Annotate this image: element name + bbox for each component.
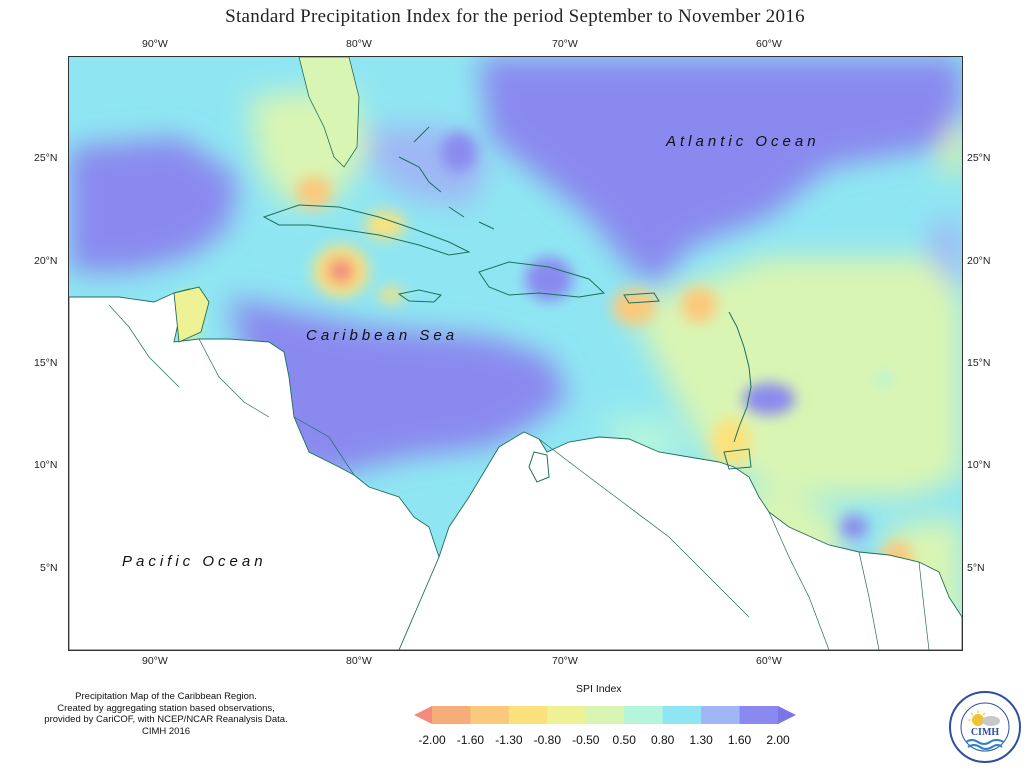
hispaniola [478,261,606,298]
left-lat-label: 25°N [34,152,58,164]
bottom-lon-label: 90°W [142,655,168,667]
trinidad [723,448,752,470]
top-lon-label: 70°W [552,38,578,50]
right-lat-label: 10°N [967,459,991,471]
pacific-ocean-label: Pacific Ocean [122,553,267,570]
legend-color-box [508,706,548,724]
top-lon-label: 90°W [142,38,168,50]
puerto-rico [623,292,660,304]
bottom-lon-label: 80°W [346,655,372,667]
bottom-lon-label: 70°W [552,655,578,667]
legend-color-box [662,706,702,724]
legend-title: SPI Index [576,683,622,695]
bahamas [398,126,495,230]
atlantic-ocean-label: Atlantic Ocean [666,133,820,150]
legend-arrow-low [414,706,432,724]
legend-arrow-high [778,706,796,724]
top-lon-label: 80°W [346,38,372,50]
spi-legend [414,706,796,724]
lake-maracaibo [528,451,550,483]
legend-tick-label: 1.30 [689,733,713,747]
cuba [262,204,471,256]
legend-tick-label: -0.80 [533,733,562,747]
legend-color-box [470,706,510,724]
country-borders [108,304,930,650]
right-lat-label: 15°N [967,357,991,369]
legend-tick-label: -2.00 [418,733,446,747]
right-lat-label: 5°N [967,562,985,574]
logo-text: CIMH [971,727,1000,738]
bottom-lon-label: 60°W [756,655,782,667]
legend-color-box [739,706,779,724]
legend-tick-label: -1.60 [456,733,485,747]
legend-tick-label: 0.50 [612,733,636,747]
left-lat-label: 5°N [40,562,58,574]
left-lat-label: 20°N [34,255,58,267]
left-lat-label: 10°N [34,459,58,471]
land-masses [69,57,962,650]
credit-line: Created by aggregating station based obs… [57,702,275,714]
map-credit: Precipitation Map of the Caribbean Regio… [36,691,296,737]
right-lat-label: 25°N [967,152,991,164]
cimh-logo: CIMH [948,690,1022,764]
legend-colorbar [414,706,796,724]
legend-tick-label: 2.00 [766,733,790,747]
legend-tick-label: -0.50 [572,733,600,747]
left-lat-label: 15°N [34,357,58,369]
south-america [398,431,962,650]
credit-line: CIMH 2016 [141,725,191,737]
yucatan [173,286,210,343]
lesser-antilles [728,311,752,443]
legend-color-box [585,706,625,724]
jamaica [397,289,442,303]
caribbean-sea-label: Caribbean Sea [306,327,459,344]
legend-tick-label: -1.30 [495,733,523,747]
credit-line: provided by CariCOF, with NCEP/NCAR Rean… [44,714,288,725]
legend-tick-label: 0.80 [650,733,675,747]
legend-color-box [547,706,587,724]
right-lat-label: 20°N [967,255,991,267]
legend-color-box [432,706,471,724]
spi-dry-spots [179,132,913,584]
top-lon-label: 60°W [756,38,782,50]
spi-map-canvas [69,57,962,650]
spi-map: Atlantic Ocean Caribbean Sea Pacific Oce… [68,56,963,651]
legend-color-box [701,706,741,724]
florida [298,57,360,168]
cimh-logo-graphic: CIMH [949,691,1021,763]
legend-tick-label: 1.60 [727,733,752,747]
map-title: Standard Precipitation Index for the per… [225,6,805,27]
credit-line: Precipitation Map of the Caribbean Regio… [75,691,257,702]
legend-color-box [624,706,664,724]
island-outlines [262,126,752,483]
